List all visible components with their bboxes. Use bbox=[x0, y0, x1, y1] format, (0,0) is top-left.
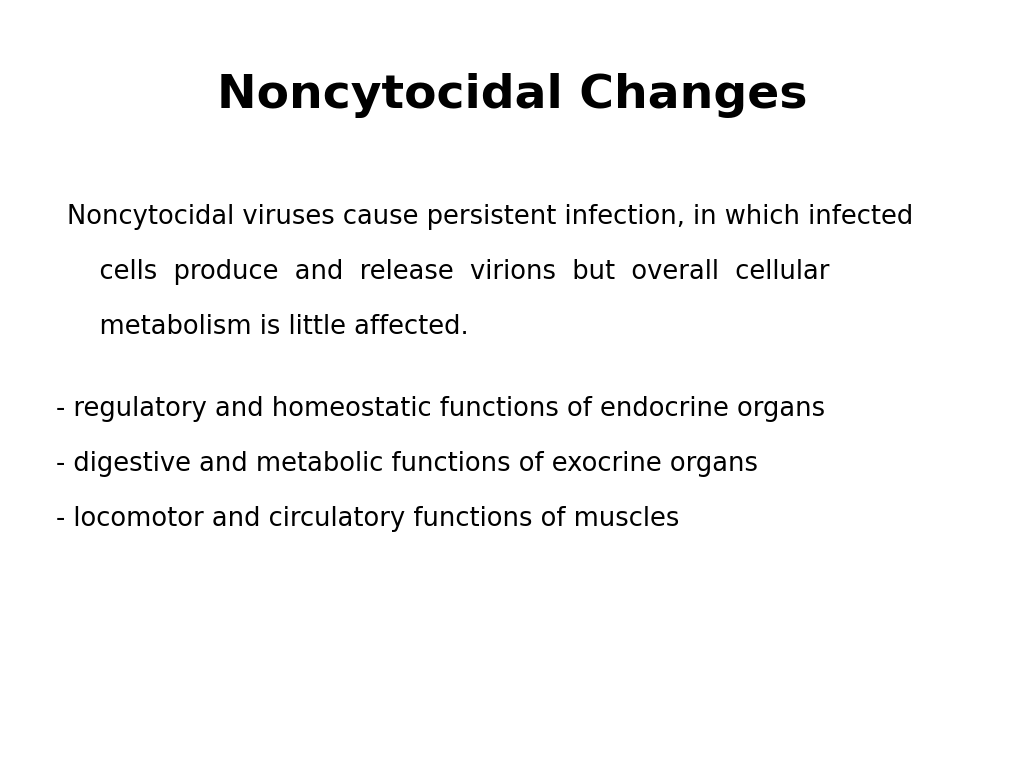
Text: Noncytocidal viruses cause persistent infection, in which infected: Noncytocidal viruses cause persistent in… bbox=[67, 204, 912, 230]
Text: - regulatory and homeostatic functions of endocrine organs: - regulatory and homeostatic functions o… bbox=[56, 396, 825, 422]
Text: Noncytocidal Changes: Noncytocidal Changes bbox=[217, 73, 807, 118]
Text: - digestive and metabolic functions of exocrine organs: - digestive and metabolic functions of e… bbox=[56, 451, 759, 477]
Text: metabolism is little affected.: metabolism is little affected. bbox=[67, 314, 468, 340]
Text: - locomotor and circulatory functions of muscles: - locomotor and circulatory functions of… bbox=[56, 506, 680, 532]
Text: cells  produce  and  release  virions  but  overall  cellular: cells produce and release virions but ov… bbox=[67, 259, 829, 285]
